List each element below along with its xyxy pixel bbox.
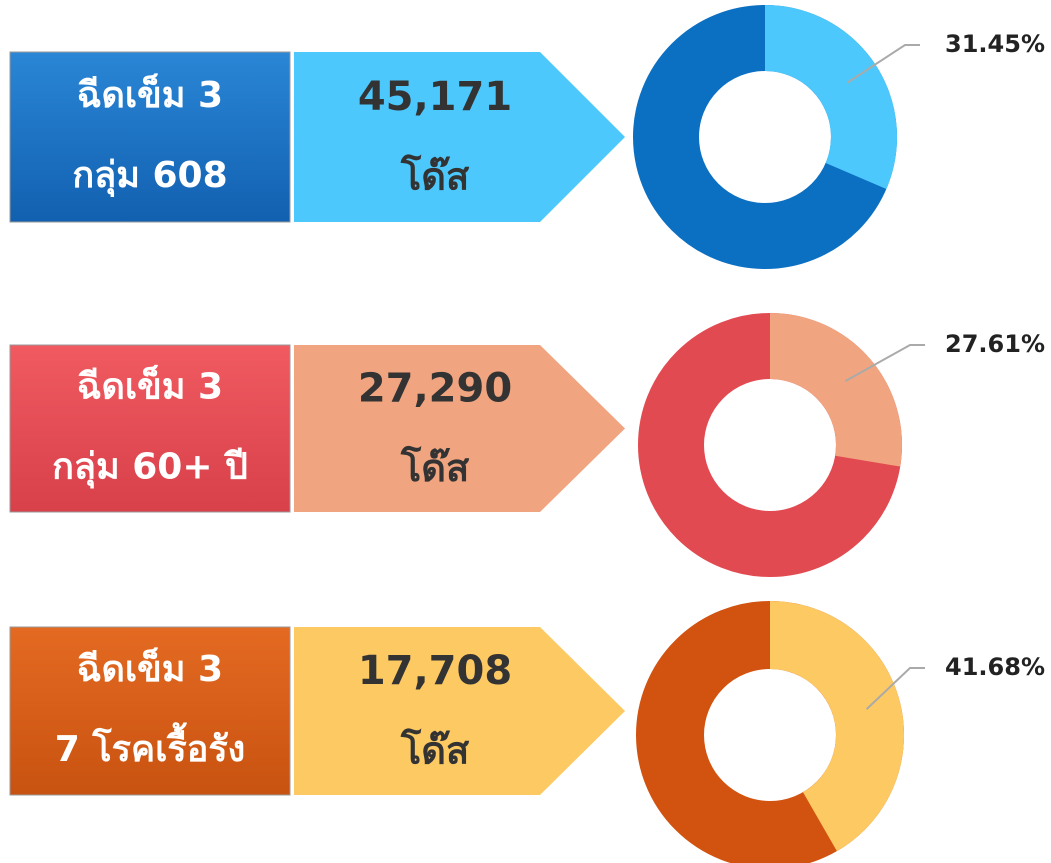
dose-unit: โด๊ส [400, 728, 470, 773]
dose-count: 27,290 [358, 366, 512, 412]
leader-line [847, 44, 920, 84]
percent-label: 41.68% [945, 653, 1045, 681]
label-line: กลุ่ม 60+ ปี [52, 447, 248, 490]
percent-label: 31.45% [945, 30, 1045, 58]
donut-segment [768, 601, 904, 852]
label-line: ฉีดเข็ม 3 [77, 364, 223, 408]
label-box [9, 626, 291, 796]
arrow-panel [294, 627, 625, 795]
label-box [9, 344, 291, 513]
leader-line [865, 667, 925, 710]
percent-label: 27.61% [945, 330, 1045, 358]
label-box [9, 51, 291, 223]
arrow-panel [294, 345, 625, 512]
label-line: กลุ่ม 608 [72, 155, 227, 198]
leader-line [845, 344, 925, 382]
arrow-panel [294, 52, 625, 222]
donut-segment [768, 313, 902, 467]
label-line: ฉีดเข็ม 3 [77, 646, 223, 690]
dose-unit: โด๊ส [400, 445, 470, 490]
dose-count: 17,708 [358, 648, 512, 694]
dose-count: 45,171 [358, 74, 512, 120]
label-line: 7 โรคเรื้อรัง [55, 722, 246, 770]
label-line: ฉีดเข็ม 3 [77, 72, 223, 116]
donut-segment [763, 5, 897, 190]
dose-unit: โด๊ส [400, 154, 470, 199]
